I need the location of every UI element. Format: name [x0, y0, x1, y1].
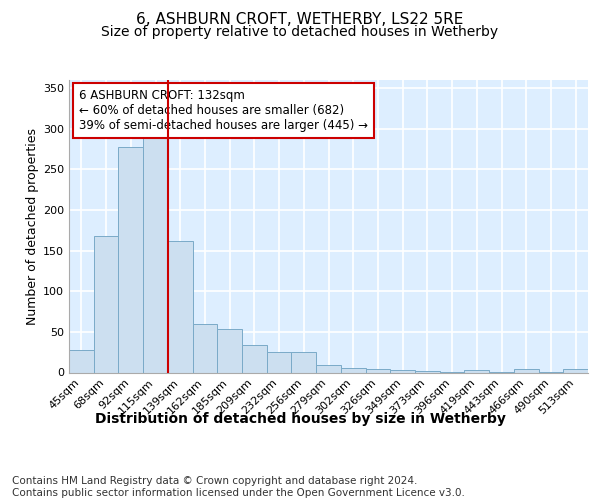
- Bar: [390, 370, 415, 372]
- Bar: [316, 365, 341, 372]
- Text: 6, ASHBURN CROFT, WETHERBY, LS22 5RE: 6, ASHBURN CROFT, WETHERBY, LS22 5RE: [136, 12, 464, 28]
- Text: Contains HM Land Registry data © Crown copyright and database right 2024.
Contai: Contains HM Land Registry data © Crown c…: [12, 476, 465, 498]
- Bar: [69, 350, 94, 372]
- Text: 6 ASHBURN CROFT: 132sqm
← 60% of detached houses are smaller (682)
39% of semi-d: 6 ASHBURN CROFT: 132sqm ← 60% of detache…: [79, 89, 368, 132]
- Bar: [118, 148, 143, 372]
- Bar: [143, 137, 168, 372]
- Bar: [94, 236, 118, 372]
- Text: Distribution of detached houses by size in Wetherby: Distribution of detached houses by size …: [95, 412, 505, 426]
- Bar: [365, 369, 390, 372]
- Bar: [514, 369, 539, 372]
- Bar: [464, 370, 489, 372]
- Y-axis label: Number of detached properties: Number of detached properties: [26, 128, 39, 325]
- Bar: [415, 371, 440, 372]
- Bar: [292, 352, 316, 372]
- Bar: [563, 369, 588, 372]
- Bar: [242, 345, 267, 372]
- Text: Size of property relative to detached houses in Wetherby: Size of property relative to detached ho…: [101, 25, 499, 39]
- Bar: [341, 368, 365, 372]
- Bar: [267, 352, 292, 372]
- Bar: [217, 330, 242, 372]
- Bar: [168, 241, 193, 372]
- Bar: [193, 324, 217, 372]
